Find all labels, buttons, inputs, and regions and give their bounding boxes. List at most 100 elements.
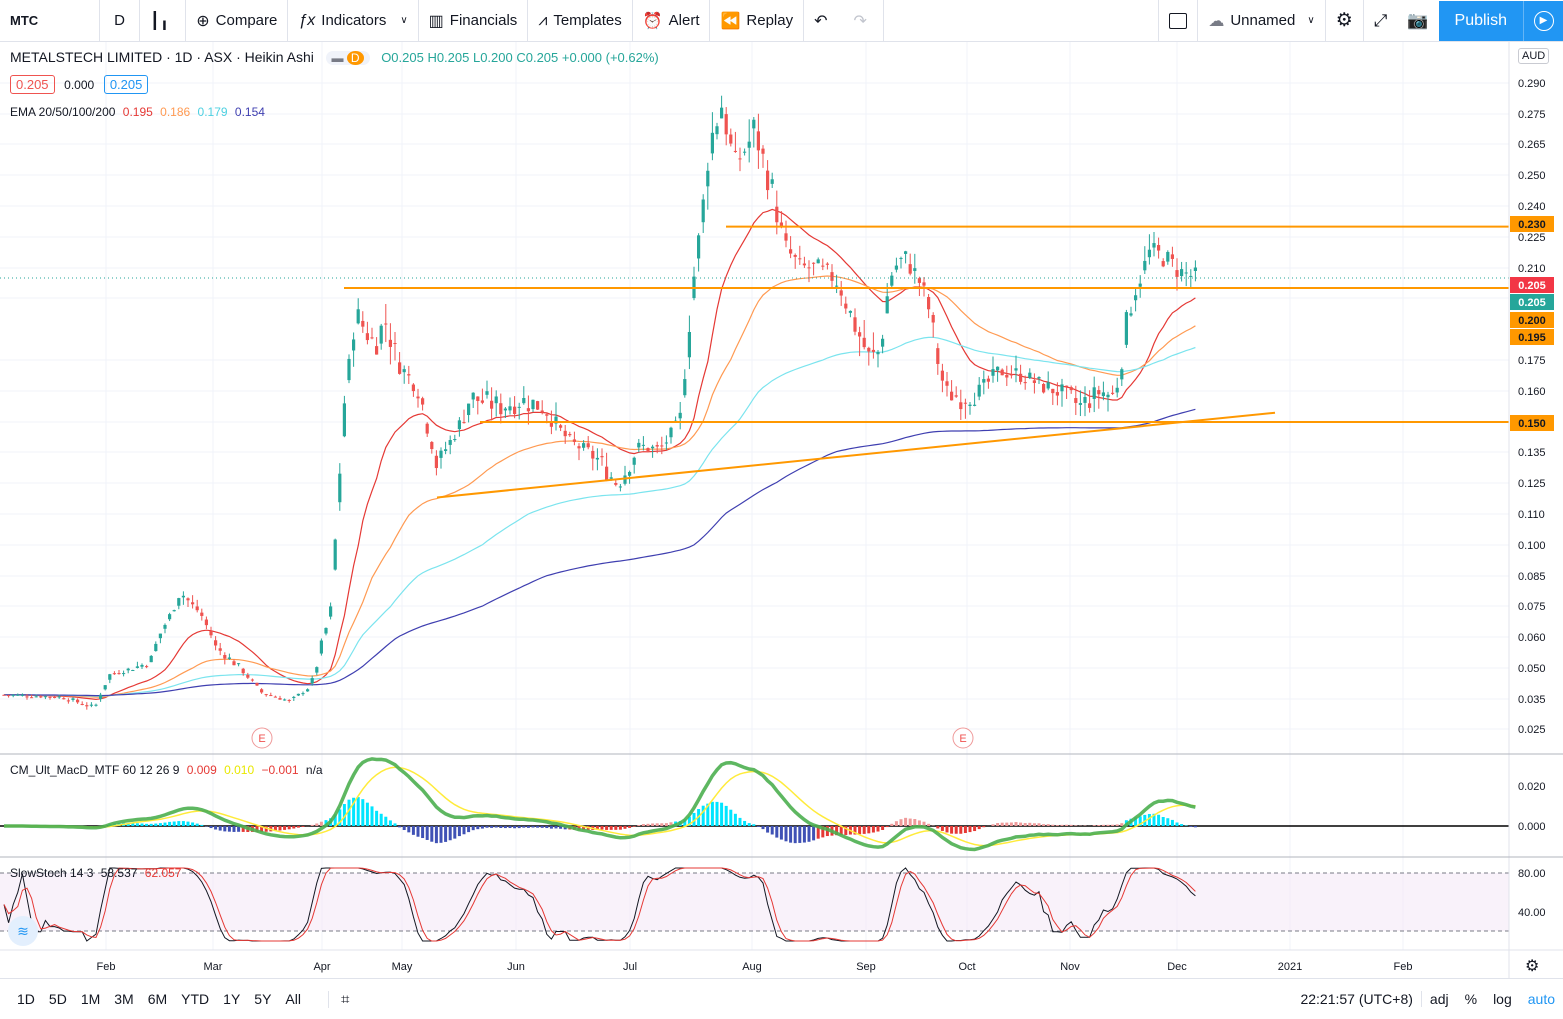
ask-badge[interactable]: 0.205 bbox=[103, 75, 149, 94]
templates-button[interactable]: ⩘ Templates bbox=[528, 0, 633, 42]
range-all[interactable]: All bbox=[285, 991, 301, 1007]
publish-button[interactable]: Publish bbox=[1438, 0, 1523, 41]
time-tick-label: Nov bbox=[1060, 961, 1080, 973]
candle-body bbox=[388, 339, 392, 347]
log-toggle[interactable]: log bbox=[1493, 991, 1512, 1007]
symbol-search[interactable]: MTC bbox=[0, 0, 100, 42]
layout-name-button[interactable]: ☁ Unnamed ∨ bbox=[1198, 0, 1326, 42]
macd-histogram-bar bbox=[1023, 823, 1027, 826]
candle-body bbox=[237, 663, 241, 665]
candle-body bbox=[283, 699, 287, 701]
candle-body bbox=[112, 673, 116, 675]
interval-button[interactable]: D bbox=[100, 0, 140, 42]
candle-body bbox=[844, 303, 848, 309]
macd-histogram-bar bbox=[388, 820, 392, 826]
macd-histogram-bar bbox=[1060, 824, 1064, 826]
indicators-button[interactable]: ƒx Indicators ∨ bbox=[288, 0, 419, 42]
publish-play-button[interactable]: ▶ bbox=[1523, 0, 1563, 41]
ema20-value: 0.195 bbox=[122, 105, 153, 119]
replay-button[interactable]: ⏪ Replay bbox=[710, 0, 805, 42]
range-1y[interactable]: 1Y bbox=[223, 991, 241, 1007]
redo-button[interactable]: ↷ bbox=[844, 0, 884, 42]
macd-histogram-bar bbox=[471, 826, 475, 831]
candle-body bbox=[986, 378, 990, 382]
macd-histogram-bar bbox=[784, 826, 788, 842]
macd-histogram-bar bbox=[720, 802, 724, 826]
range-3m[interactable]: 3M bbox=[114, 991, 134, 1007]
settings-button[interactable]: ⚙ bbox=[1326, 0, 1364, 42]
candle-body bbox=[1097, 390, 1101, 395]
macd-histogram-bar bbox=[789, 826, 793, 843]
candle-body bbox=[1065, 385, 1069, 387]
candle-body bbox=[559, 425, 563, 428]
fullscreen-button[interactable]: ⤢ bbox=[1364, 0, 1398, 42]
auto-toggle[interactable]: auto bbox=[1527, 991, 1555, 1007]
bid-badge[interactable]: 0.205 bbox=[10, 75, 55, 94]
adj-toggle[interactable]: adj bbox=[1429, 991, 1449, 1007]
candle-body bbox=[260, 689, 264, 693]
candle-body bbox=[407, 374, 411, 376]
bottom-right-controls: 22:21:57 (UTC+8) adj % log auto bbox=[1292, 979, 1563, 1019]
macd-histogram-bar bbox=[963, 826, 967, 834]
price-tick-label: 0.240 bbox=[1518, 201, 1546, 213]
candle-body bbox=[779, 222, 783, 227]
tradingview-logo[interactable]: ≋ bbox=[8, 916, 38, 946]
price-tick-label: 0.290 bbox=[1518, 78, 1546, 90]
macd-histogram-bar bbox=[540, 826, 544, 828]
macd-histogram-bar bbox=[301, 826, 305, 827]
macd-histogram-bar bbox=[743, 820, 747, 826]
macd-histogram-bar bbox=[752, 824, 756, 826]
range-ytd[interactable]: YTD bbox=[181, 991, 210, 1007]
range-1m[interactable]: 1M bbox=[80, 991, 101, 1007]
candle-body bbox=[582, 443, 586, 448]
range-5y[interactable]: 5Y bbox=[254, 991, 272, 1007]
range-5d[interactable]: 5D bbox=[48, 991, 67, 1007]
macd-histogram-bar bbox=[651, 823, 655, 826]
macd-tick-label: 0.020 bbox=[1518, 781, 1546, 793]
candle-body bbox=[513, 406, 517, 415]
goto-date-icon[interactable]: ⌗ bbox=[327, 990, 349, 1008]
macd-histogram-bar bbox=[1037, 823, 1041, 826]
macd-histogram-bar bbox=[881, 826, 885, 830]
candle-body bbox=[968, 404, 972, 406]
price-tag-label: 0.195 bbox=[1518, 332, 1546, 344]
gear-icon: ⚙ bbox=[1525, 958, 1540, 975]
financials-button[interactable]: ▥ Financials bbox=[419, 0, 529, 42]
candle-body bbox=[89, 704, 93, 706]
range-1d[interactable]: 1D bbox=[17, 991, 35, 1007]
chart-style-button[interactable]: ┃╻ bbox=[140, 0, 187, 42]
snapshot-button[interactable]: 📷 bbox=[1397, 0, 1438, 42]
candle-body bbox=[899, 257, 903, 259]
percent-toggle[interactable]: % bbox=[1464, 991, 1478, 1007]
stoch-band bbox=[0, 873, 1509, 931]
candle-body bbox=[931, 314, 935, 323]
candles-icon: ┃╻ bbox=[150, 12, 170, 30]
macd-histogram-bar bbox=[1147, 813, 1151, 826]
macd-histogram-bar bbox=[126, 822, 130, 826]
candle-body bbox=[444, 449, 448, 451]
price-tick-label: 0.265 bbox=[1518, 139, 1546, 151]
chart-settings-button[interactable]: ⚙ bbox=[1525, 956, 1539, 976]
candle-body bbox=[319, 640, 323, 654]
range-6m[interactable]: 6M bbox=[147, 991, 168, 1007]
candle-body bbox=[430, 442, 434, 450]
play-circle-icon: ▶ bbox=[1533, 10, 1554, 31]
fullscreen-layout-button[interactable] bbox=[1158, 0, 1199, 42]
alert-button[interactable]: ⏰ Alert bbox=[633, 0, 711, 42]
stoch-tick-label: 40.00 bbox=[1518, 907, 1546, 919]
candle-body bbox=[1083, 397, 1087, 403]
candle-body bbox=[600, 456, 604, 458]
undo-button[interactable]: ↶ bbox=[804, 0, 843, 42]
macd-histogram-bar bbox=[922, 821, 926, 826]
candle-body bbox=[729, 134, 733, 144]
candle-body bbox=[830, 272, 834, 281]
macd-histogram-bar bbox=[908, 818, 912, 826]
price-tag-label: 0.205 bbox=[1518, 280, 1546, 292]
candle-body bbox=[526, 408, 530, 412]
macd-histogram-bar bbox=[402, 826, 406, 831]
stoch-pane: 80.00 40.00 bbox=[0, 867, 1546, 942]
candle-body bbox=[2, 694, 6, 696]
candle-body bbox=[871, 349, 875, 352]
compare-button[interactable]: ⊕ Compare bbox=[186, 0, 289, 42]
